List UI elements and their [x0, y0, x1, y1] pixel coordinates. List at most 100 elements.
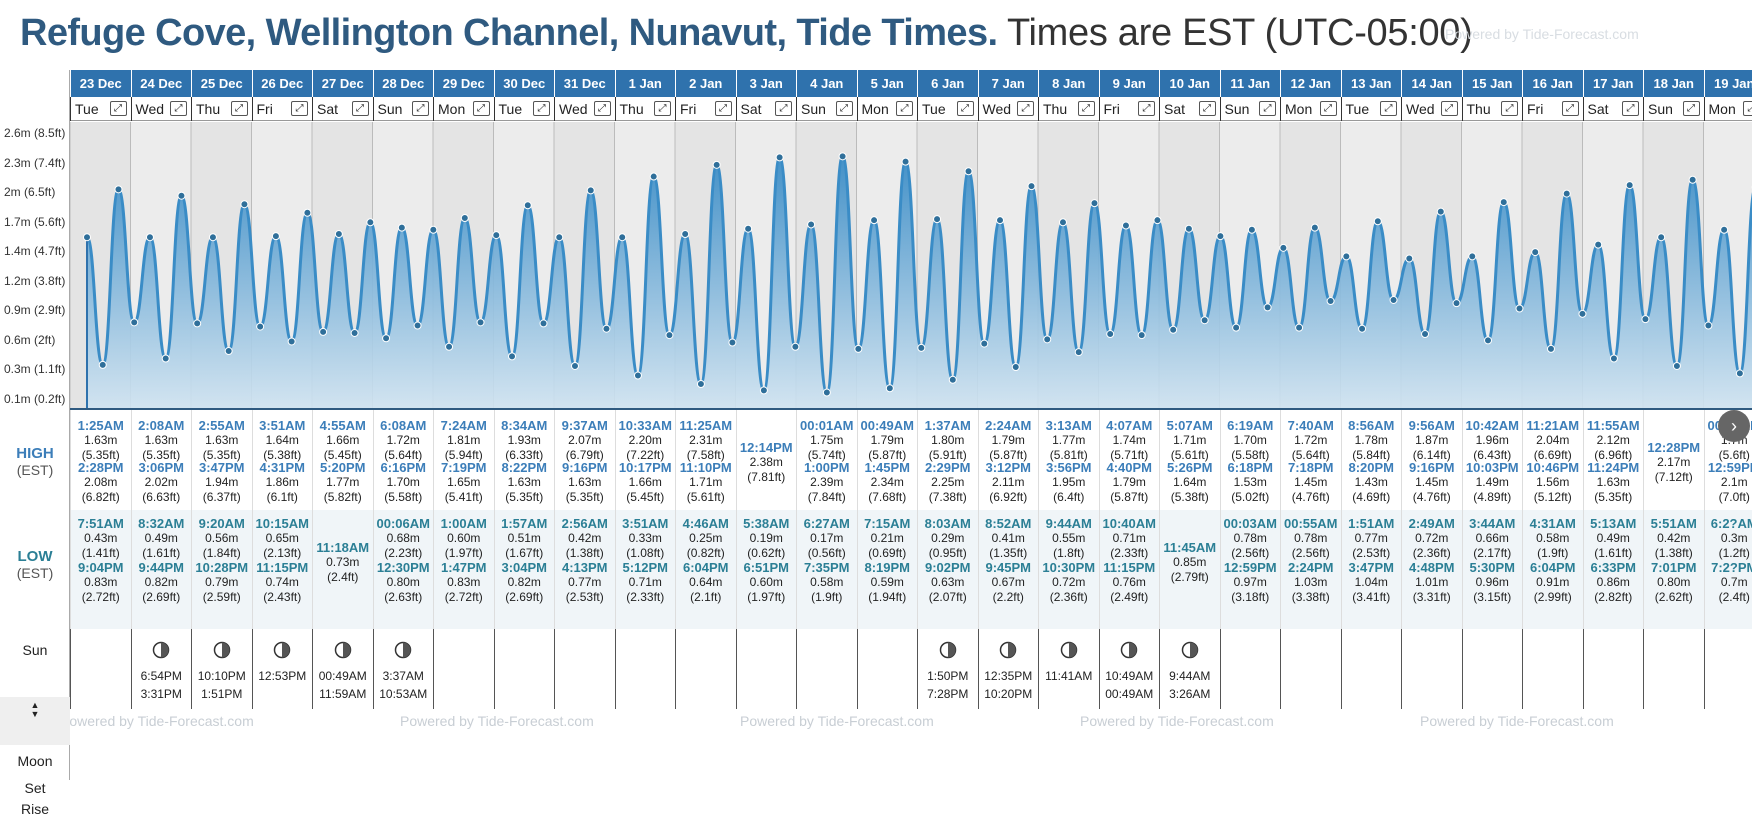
tide-point — [1044, 336, 1051, 343]
low-height-m: 0.83m — [434, 575, 494, 590]
scroll-right-button[interactable]: › — [1718, 410, 1750, 442]
high-time: 1:25AM — [71, 418, 131, 433]
low-height-m: 0.19m — [737, 531, 797, 546]
expand-icon[interactable]: ⤢ — [533, 101, 550, 116]
high-time: 6:16PM — [374, 460, 434, 475]
expand-icon[interactable]: ⤢ — [473, 101, 490, 116]
low-height-ft: (2.07ft) — [918, 590, 978, 605]
low-height-ft: (2.69ft) — [132, 590, 192, 605]
expand-icon[interactable]: ⤢ — [352, 101, 369, 116]
sun-label[interactable]: Sun — [0, 642, 70, 658]
moonset-time: 10:10PM — [192, 669, 252, 683]
date-cell: 8 Jan — [1038, 70, 1099, 97]
high-time: 2:08AM — [132, 418, 192, 433]
high-time: 9:56AM — [1402, 418, 1462, 433]
expand-icon[interactable]: ⤢ — [1441, 101, 1458, 116]
weekday-label: Sun — [1648, 101, 1673, 117]
expand-icon[interactable]: ⤢ — [1562, 101, 1579, 116]
high-time: 4:55AM — [313, 418, 373, 433]
expand-icon[interactable]: ⤢ — [1259, 101, 1276, 116]
high-time: 11:25AM — [676, 418, 736, 433]
expand-icon[interactable]: ⤢ — [775, 101, 792, 116]
expand-icon[interactable]: ⤢ — [1743, 101, 1752, 116]
expand-icon[interactable]: ⤢ — [1683, 101, 1700, 116]
tide-point — [1075, 349, 1082, 356]
expand-icon[interactable]: ⤢ — [1199, 101, 1216, 116]
low-height-m: 0.72m — [1039, 575, 1099, 590]
expand-icon[interactable]: ⤢ — [654, 101, 671, 116]
high-time: 00:01AM — [797, 418, 857, 433]
moon-column — [1341, 629, 1402, 709]
expand-icon[interactable]: ⤢ — [1017, 101, 1034, 116]
expand-icon[interactable]: ⤢ — [896, 101, 913, 116]
high-time: 8:22PM — [495, 460, 555, 475]
tide-point — [461, 215, 468, 222]
low-time: 1:47PM — [434, 560, 494, 575]
low-height-ft: (2.13ft) — [253, 546, 313, 561]
moonrise-time: 11:59AM — [313, 687, 373, 701]
tide-point — [1012, 364, 1019, 371]
expand-icon[interactable]: ⤢ — [170, 101, 187, 116]
low-time: 9:44PM — [132, 560, 192, 575]
expand-icon[interactable]: ⤢ — [836, 101, 853, 116]
low-time: 6:33PM — [1584, 560, 1644, 575]
watermark-text: Powered by Tide-Forecast.com — [70, 710, 254, 732]
expand-icon[interactable]: ⤢ — [1138, 101, 1155, 116]
expand-icon[interactable]: ⤢ — [715, 101, 732, 116]
expand-icon[interactable]: ⤢ — [1320, 101, 1337, 116]
expand-icon[interactable]: ⤢ — [1622, 101, 1639, 116]
low-time: 11:45AM — [1160, 540, 1220, 555]
date-cell: 23 Dec — [70, 70, 131, 97]
moonrise-time: 00:49AM — [1100, 687, 1160, 701]
expand-icon[interactable]: ⤢ — [1501, 101, 1518, 116]
moon-column — [70, 629, 131, 709]
expand-icon[interactable]: ⤢ — [110, 101, 127, 116]
high-height-m: 2.02m — [132, 475, 192, 490]
tide-point — [934, 216, 941, 223]
date-cell: 7 Jan — [978, 70, 1039, 97]
moonrise-time: 3:26AM — [1160, 687, 1220, 701]
weekday-label: Fri — [257, 101, 273, 117]
low-height-ft: (2.53ft) — [1342, 546, 1402, 561]
expand-icon[interactable]: ⤢ — [231, 101, 248, 116]
weekday-cell: Sun⤢ — [796, 97, 857, 121]
expand-icon[interactable]: ⤢ — [594, 101, 611, 116]
low-height-m: 0.49m — [132, 531, 192, 546]
expand-icon[interactable]: ⤢ — [1078, 101, 1095, 116]
y-tick-label: 0.3m (1.1ft) — [4, 362, 65, 376]
high-time: 12:28PM — [1644, 440, 1704, 455]
weekday-cell: Fri⤢ — [1099, 97, 1160, 121]
weekday-header: Tue⤢Wed⤢Thu⤢Fri⤢Sat⤢Sun⤢Mon⤢Tue⤢Wed⤢Thu⤢… — [70, 97, 1752, 121]
expand-icon[interactable]: ⤢ — [957, 101, 974, 116]
expand-icon[interactable]: ⤢ — [291, 101, 308, 116]
sun-toggle[interactable]: ▲▼ — [0, 697, 70, 745]
expand-icon[interactable]: ⤢ — [1380, 101, 1397, 116]
high-height-m: 1.65m — [434, 475, 494, 490]
expand-icon[interactable]: ⤢ — [412, 101, 429, 116]
